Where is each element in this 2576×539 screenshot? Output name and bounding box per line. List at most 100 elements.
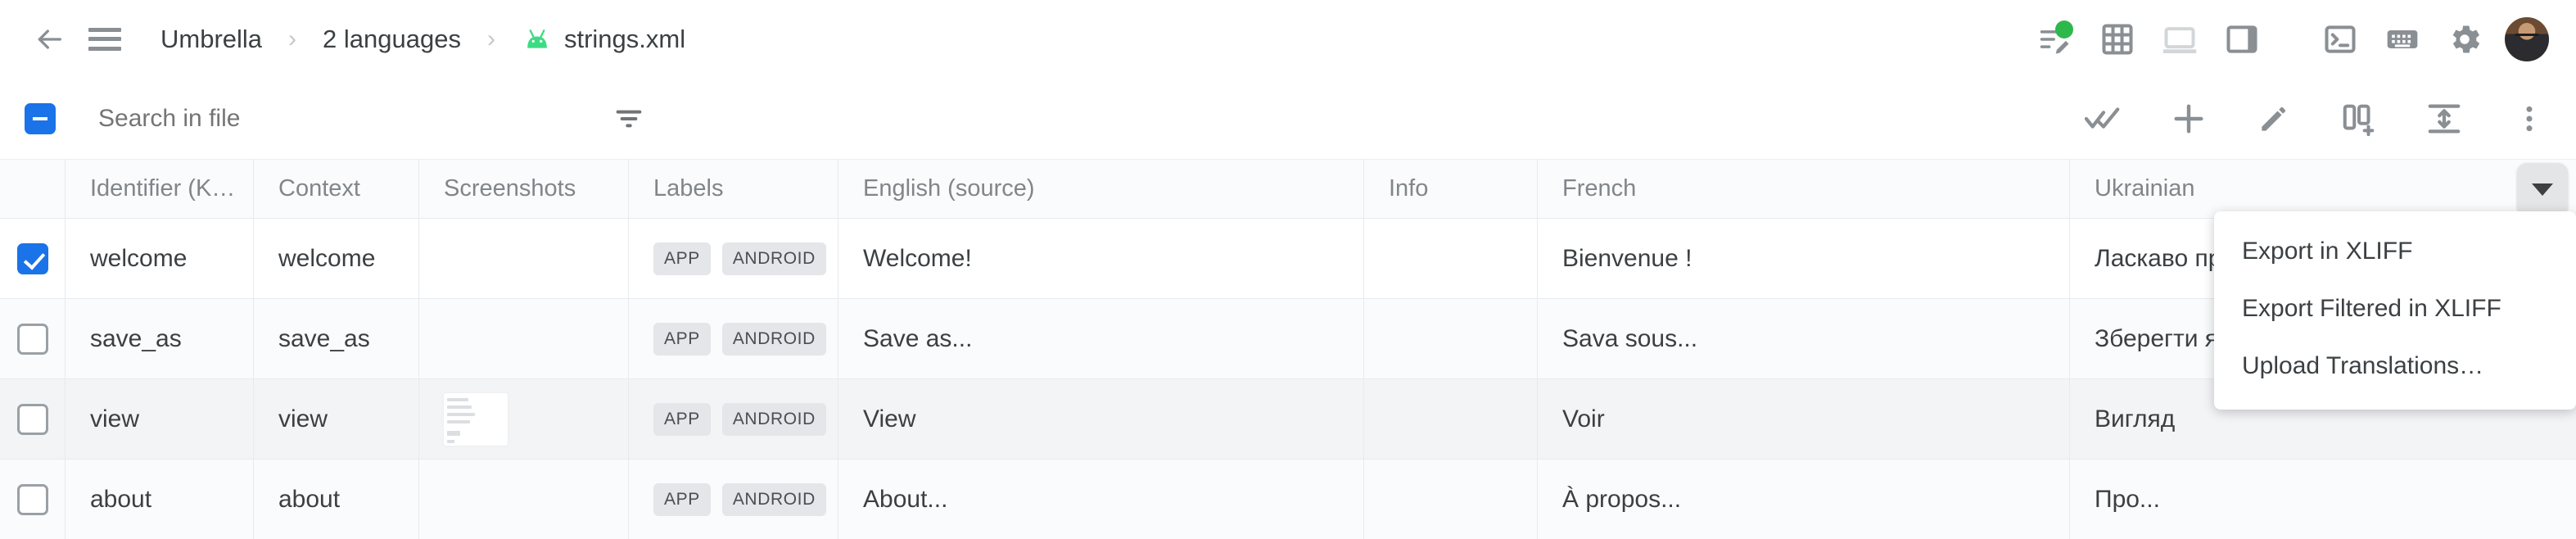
table-row[interactable]: view view APP ANDROID View Voir Вигляд [0,379,2576,460]
breadcrumb-item-project[interactable]: Umbrella [152,20,270,59]
cell-context[interactable]: view [254,379,419,459]
cell-ukrainian[interactable]: Про... [2095,485,2160,513]
cell-context[interactable]: save_as [254,299,419,378]
label-badge: ANDROID [721,402,826,436]
cell-ukrainian[interactable]: Ласкаво про [2095,244,2236,272]
label-badge: APP [653,402,711,436]
header-cell-english[interactable]: English (source) [838,160,1364,218]
breadcrumb-label: Umbrella [160,24,263,53]
cell-screenshots[interactable] [419,379,629,459]
user-avatar[interactable] [2497,10,2556,69]
label-badge: APP [653,322,711,356]
label-badge: ANDROID [721,482,826,516]
back-arrow-icon[interactable] [21,11,77,67]
row-checkbox[interactable] [16,323,48,355]
row-checkbox[interactable] [16,242,48,274]
cell-labels[interactable]: APP ANDROID [629,379,838,459]
menu-item-upload-translations[interactable]: Upload Translations… [2242,352,2484,379]
select-all-checkbox-wrap [25,102,56,134]
breadcrumb-item-file[interactable]: strings.xml [513,20,694,59]
cell-english[interactable]: Save as... [838,299,1364,378]
table-row[interactable]: welcome welcome APP ANDROID Welcome! Bie… [0,219,2576,299]
menu-item-export-filtered-xliff[interactable]: Export Filtered in XLIFF [2242,295,2501,322]
label-badge: ANDROID [721,322,826,356]
cell-french[interactable]: Sava sous... [1538,299,2070,378]
label-badge: APP [653,242,711,275]
breadcrumb-separator: › [486,25,495,52]
cell-ukrainian[interactable]: Вигляд [2095,405,2176,433]
screen-layout-icon[interactable] [2150,10,2209,69]
add-column-icon[interactable] [2334,93,2384,144]
screenshot-thumbnail[interactable] [444,392,508,446]
row-checkbox-cell [0,219,66,298]
activity-edit-icon[interactable] [2026,10,2085,69]
header-cell-context[interactable]: Context [254,160,419,218]
mark-all-reviewed-icon[interactable] [2078,93,2129,144]
cell-screenshots[interactable] [419,299,629,378]
cell-context[interactable]: about [254,460,419,539]
cell-french[interactable]: À propos... [1538,460,2070,539]
cell-screenshots[interactable] [419,460,629,539]
edit-icon[interactable] [2248,93,2299,144]
cell-screenshots[interactable] [419,219,629,298]
breadcrumb-item-languages[interactable]: 2 languages [314,20,469,59]
cell-english[interactable]: View [838,379,1364,459]
cell-labels[interactable]: APP ANDROID [629,460,838,539]
toolbar-actions [2078,93,2555,144]
select-all-checkbox[interactable] [25,102,56,134]
search-toolbar [0,78,2576,160]
more-options-icon[interactable] [2504,93,2555,144]
cell-english[interactable]: Welcome! [838,219,1364,298]
label-badge: APP [653,482,711,516]
hamburger-menu-icon[interactable] [77,11,133,67]
grid-view-icon[interactable] [2088,10,2147,69]
cell-english[interactable]: About... [838,460,1364,539]
search-input[interactable] [98,104,557,133]
header-cell-labels[interactable]: Labels [629,160,838,218]
cell-french[interactable]: Bienvenue ! [1538,219,2070,298]
header-cell-ukrainian[interactable]: Ukrainian [2095,175,2195,202]
cell-french[interactable]: Voir [1538,379,2070,459]
header-cell-screenshots[interactable]: Screenshots [419,160,629,218]
label-badge: ANDROID [721,242,826,275]
cell-info[interactable] [1364,379,1538,459]
table-row[interactable]: about about APP ANDROID About... À propo… [0,460,2576,539]
table-row[interactable]: save_as save_as APP ANDROID Save as... S… [0,299,2576,379]
add-key-icon[interactable] [2163,93,2214,144]
language-export-menu: Export in XLIFF Export Filtered in XLIFF… [2214,211,2576,410]
row-checkbox-cell [0,460,66,539]
row-checkbox[interactable] [16,483,48,515]
row-checkbox[interactable] [16,403,48,435]
terminal-icon[interactable] [2311,10,2370,69]
top-bar-right-group [2026,0,2556,78]
cell-info[interactable] [1364,219,1538,298]
header-cell-info[interactable]: Info [1364,160,1538,218]
chevron-down-icon [2532,183,2553,196]
top-app-bar: Umbrella › 2 languages › strings.xml [0,0,2576,78]
breadcrumb: Umbrella › 2 languages › strings.xml [152,20,694,59]
keyboard-icon[interactable] [2373,10,2432,69]
status-dot-badge [2055,20,2073,38]
top-bar-left-group: Umbrella › 2 languages › strings.xml [0,11,694,67]
cell-identifier[interactable]: about [66,460,254,539]
cell-context[interactable]: welcome [254,219,419,298]
breadcrumb-separator: › [288,25,297,52]
header-cell-french[interactable]: French [1538,160,2070,218]
upload-import-icon[interactable] [2419,93,2470,144]
filter-icon[interactable] [606,96,652,142]
cell-identifier[interactable]: view [66,379,254,459]
avatar [2505,16,2549,61]
cell-labels[interactable]: APP ANDROID [629,219,838,298]
cell-info[interactable] [1364,299,1538,378]
header-cell-identifier[interactable]: Identifier (K… [66,160,254,218]
menu-item-export-xliff[interactable]: Export in XLIFF [2242,238,2413,265]
settings-gear-icon[interactable] [2435,10,2494,69]
cell-labels[interactable]: APP ANDROID [629,299,838,378]
cell-info[interactable] [1364,460,1538,539]
language-menu-trigger[interactable] [2517,163,2568,215]
table-header-row: Identifier (K… Context Screenshots Label… [0,160,2576,219]
cell-identifier[interactable]: welcome [66,219,254,298]
cell-identifier[interactable]: save_as [66,299,254,378]
split-panel-icon[interactable] [2212,10,2271,69]
cell-ukrainian[interactable]: Зберегти як [2095,324,2230,352]
